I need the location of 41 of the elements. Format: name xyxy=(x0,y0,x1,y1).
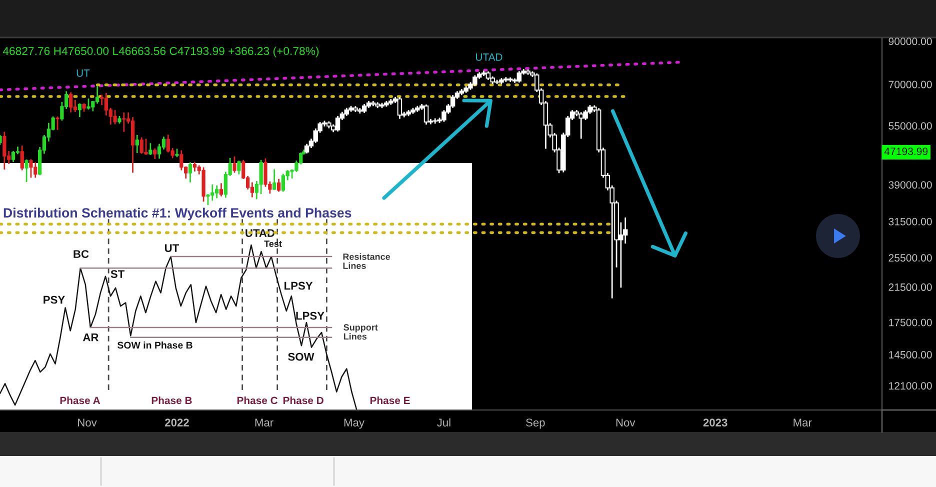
annotation: Resistance Lines xyxy=(343,253,390,269)
annotation: ST xyxy=(110,270,125,278)
annotation: Phase E xyxy=(370,396,410,404)
annotation: Phase B xyxy=(152,396,192,404)
y-tick-label: 25500.00 xyxy=(888,254,932,262)
y-tick-label: 39000.00 xyxy=(888,181,932,189)
text: 46827.76 H47650.00 L46663.56 C47193.99 +366.23 (+0.78%) xyxy=(2,46,319,58)
annotation: Phase D xyxy=(283,396,324,404)
annotation: PSY xyxy=(44,296,65,304)
x-tick-label: Nov xyxy=(78,418,97,426)
x-tick-label: 2023 xyxy=(703,418,728,427)
annotation: UT xyxy=(164,244,179,252)
annotation: Phase C xyxy=(237,396,278,404)
annotation: Test xyxy=(264,240,282,247)
annotation: Support Lines xyxy=(344,324,378,340)
x-tick-label: Mar xyxy=(794,418,812,426)
text: 47193.99 xyxy=(884,148,928,156)
x-tick-label: Jul xyxy=(437,418,450,426)
annotation: UT xyxy=(76,70,90,77)
annotation: SOW xyxy=(288,352,314,361)
y-tick-label: 17500.00 xyxy=(889,318,932,326)
annotation: LPSY xyxy=(284,282,313,290)
chart-title: Distribution Schematic #1: Wyckoff Events and Phases xyxy=(4,208,352,220)
y-tick-label: 21500.00 xyxy=(888,283,932,291)
x-tick-label: Mar xyxy=(255,418,274,426)
x-tick-label: 2022 xyxy=(165,418,189,426)
y-tick-label: 12100.00 xyxy=(889,382,932,390)
annotation: UTAD xyxy=(476,54,502,61)
annotation: LPSY xyxy=(296,312,324,320)
annotation: Phase A xyxy=(60,396,100,404)
x-tick-label: Sep xyxy=(526,418,545,429)
y-tick-label: 70000.00 xyxy=(888,80,932,88)
annotation: AR xyxy=(82,334,99,342)
annotation: SOW in Phase B xyxy=(117,341,192,349)
annotation: BC xyxy=(74,250,89,258)
y-tick-label: 90000.00 xyxy=(888,38,932,46)
y-tick-label: 31500.00 xyxy=(888,218,932,226)
x-tick-label: Nov xyxy=(616,418,636,426)
y-tick-label: 14500.00 xyxy=(889,351,932,359)
x-tick-label: May xyxy=(344,418,364,429)
y-tick-label: 55000.00 xyxy=(888,122,932,130)
